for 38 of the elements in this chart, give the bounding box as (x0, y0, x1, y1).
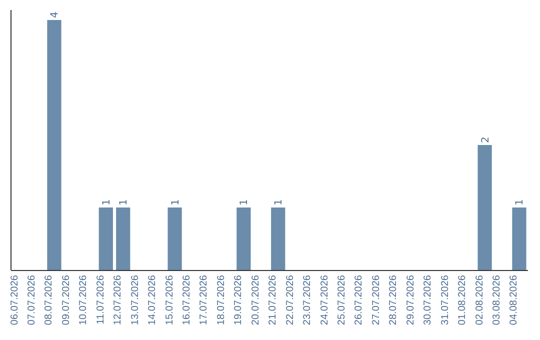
x-tick-label: 28.07.2026 (388, 274, 400, 326)
x-tick-label: 20.07.2026 (250, 274, 262, 326)
x-tick-label: 08.07.2026 (44, 274, 55, 326)
x-tick-label: 30.07.2026 (422, 274, 434, 326)
data-label: 1 (274, 199, 285, 206)
x-tick-label: 27.07.2026 (370, 274, 382, 326)
x-tick-label: 19.07.2026 (233, 274, 244, 326)
data-label: 1 (101, 199, 112, 206)
x-tick-label: 17.07.2026 (198, 274, 210, 326)
x-tick-label: 13.07.2026 (130, 274, 141, 326)
x-tick-label: 25.07.2026 (336, 274, 348, 326)
x-tick-label: 14.07.2026 (147, 274, 158, 326)
data-label: 1 (239, 199, 250, 206)
data-label: 4 (50, 12, 61, 18)
x-tick-label: 01.08.2026 (457, 274, 468, 326)
data-label: 1 (118, 199, 130, 206)
x-tick-label: 26.07.2026 (354, 274, 365, 326)
x-tick-label: 31.07.2026 (440, 274, 451, 326)
x-tick-label: 22.07.2026 (284, 274, 296, 326)
x-tick-label: 02.08.2026 (474, 274, 486, 326)
data-label: 1 (170, 199, 182, 206)
x-tick-label: 03.08.2026 (491, 274, 502, 326)
x-tick-label: 21.07.2026 (268, 274, 279, 326)
x-tick-label: 18.07.2026 (216, 274, 227, 326)
x-tick-label: 16.07.2026 (182, 274, 192, 326)
data-label: 1 (514, 199, 526, 206)
x-tick-label: 23.07.2026 (302, 274, 314, 326)
x-tick-label: 04.08.2026 (508, 274, 520, 326)
x-tick-label: 07.07.2026 (26, 274, 38, 326)
x-tick-label: 29.07.2026 (405, 274, 416, 326)
x-tick-label: 11.07.2026 (95, 274, 106, 324)
x-tick-label: 12.07.2026 (112, 274, 124, 326)
data-label: 2 (480, 136, 492, 143)
x-tick-label: 10.07.2026 (78, 274, 90, 326)
x-tick-label: 15.07.2026 (164, 274, 176, 326)
x-tick-label: 09.07.2026 (60, 274, 72, 326)
x-tick-label: 24.07.2026 (319, 274, 330, 326)
x-tick-label: 06.07.2026 (9, 274, 20, 326)
